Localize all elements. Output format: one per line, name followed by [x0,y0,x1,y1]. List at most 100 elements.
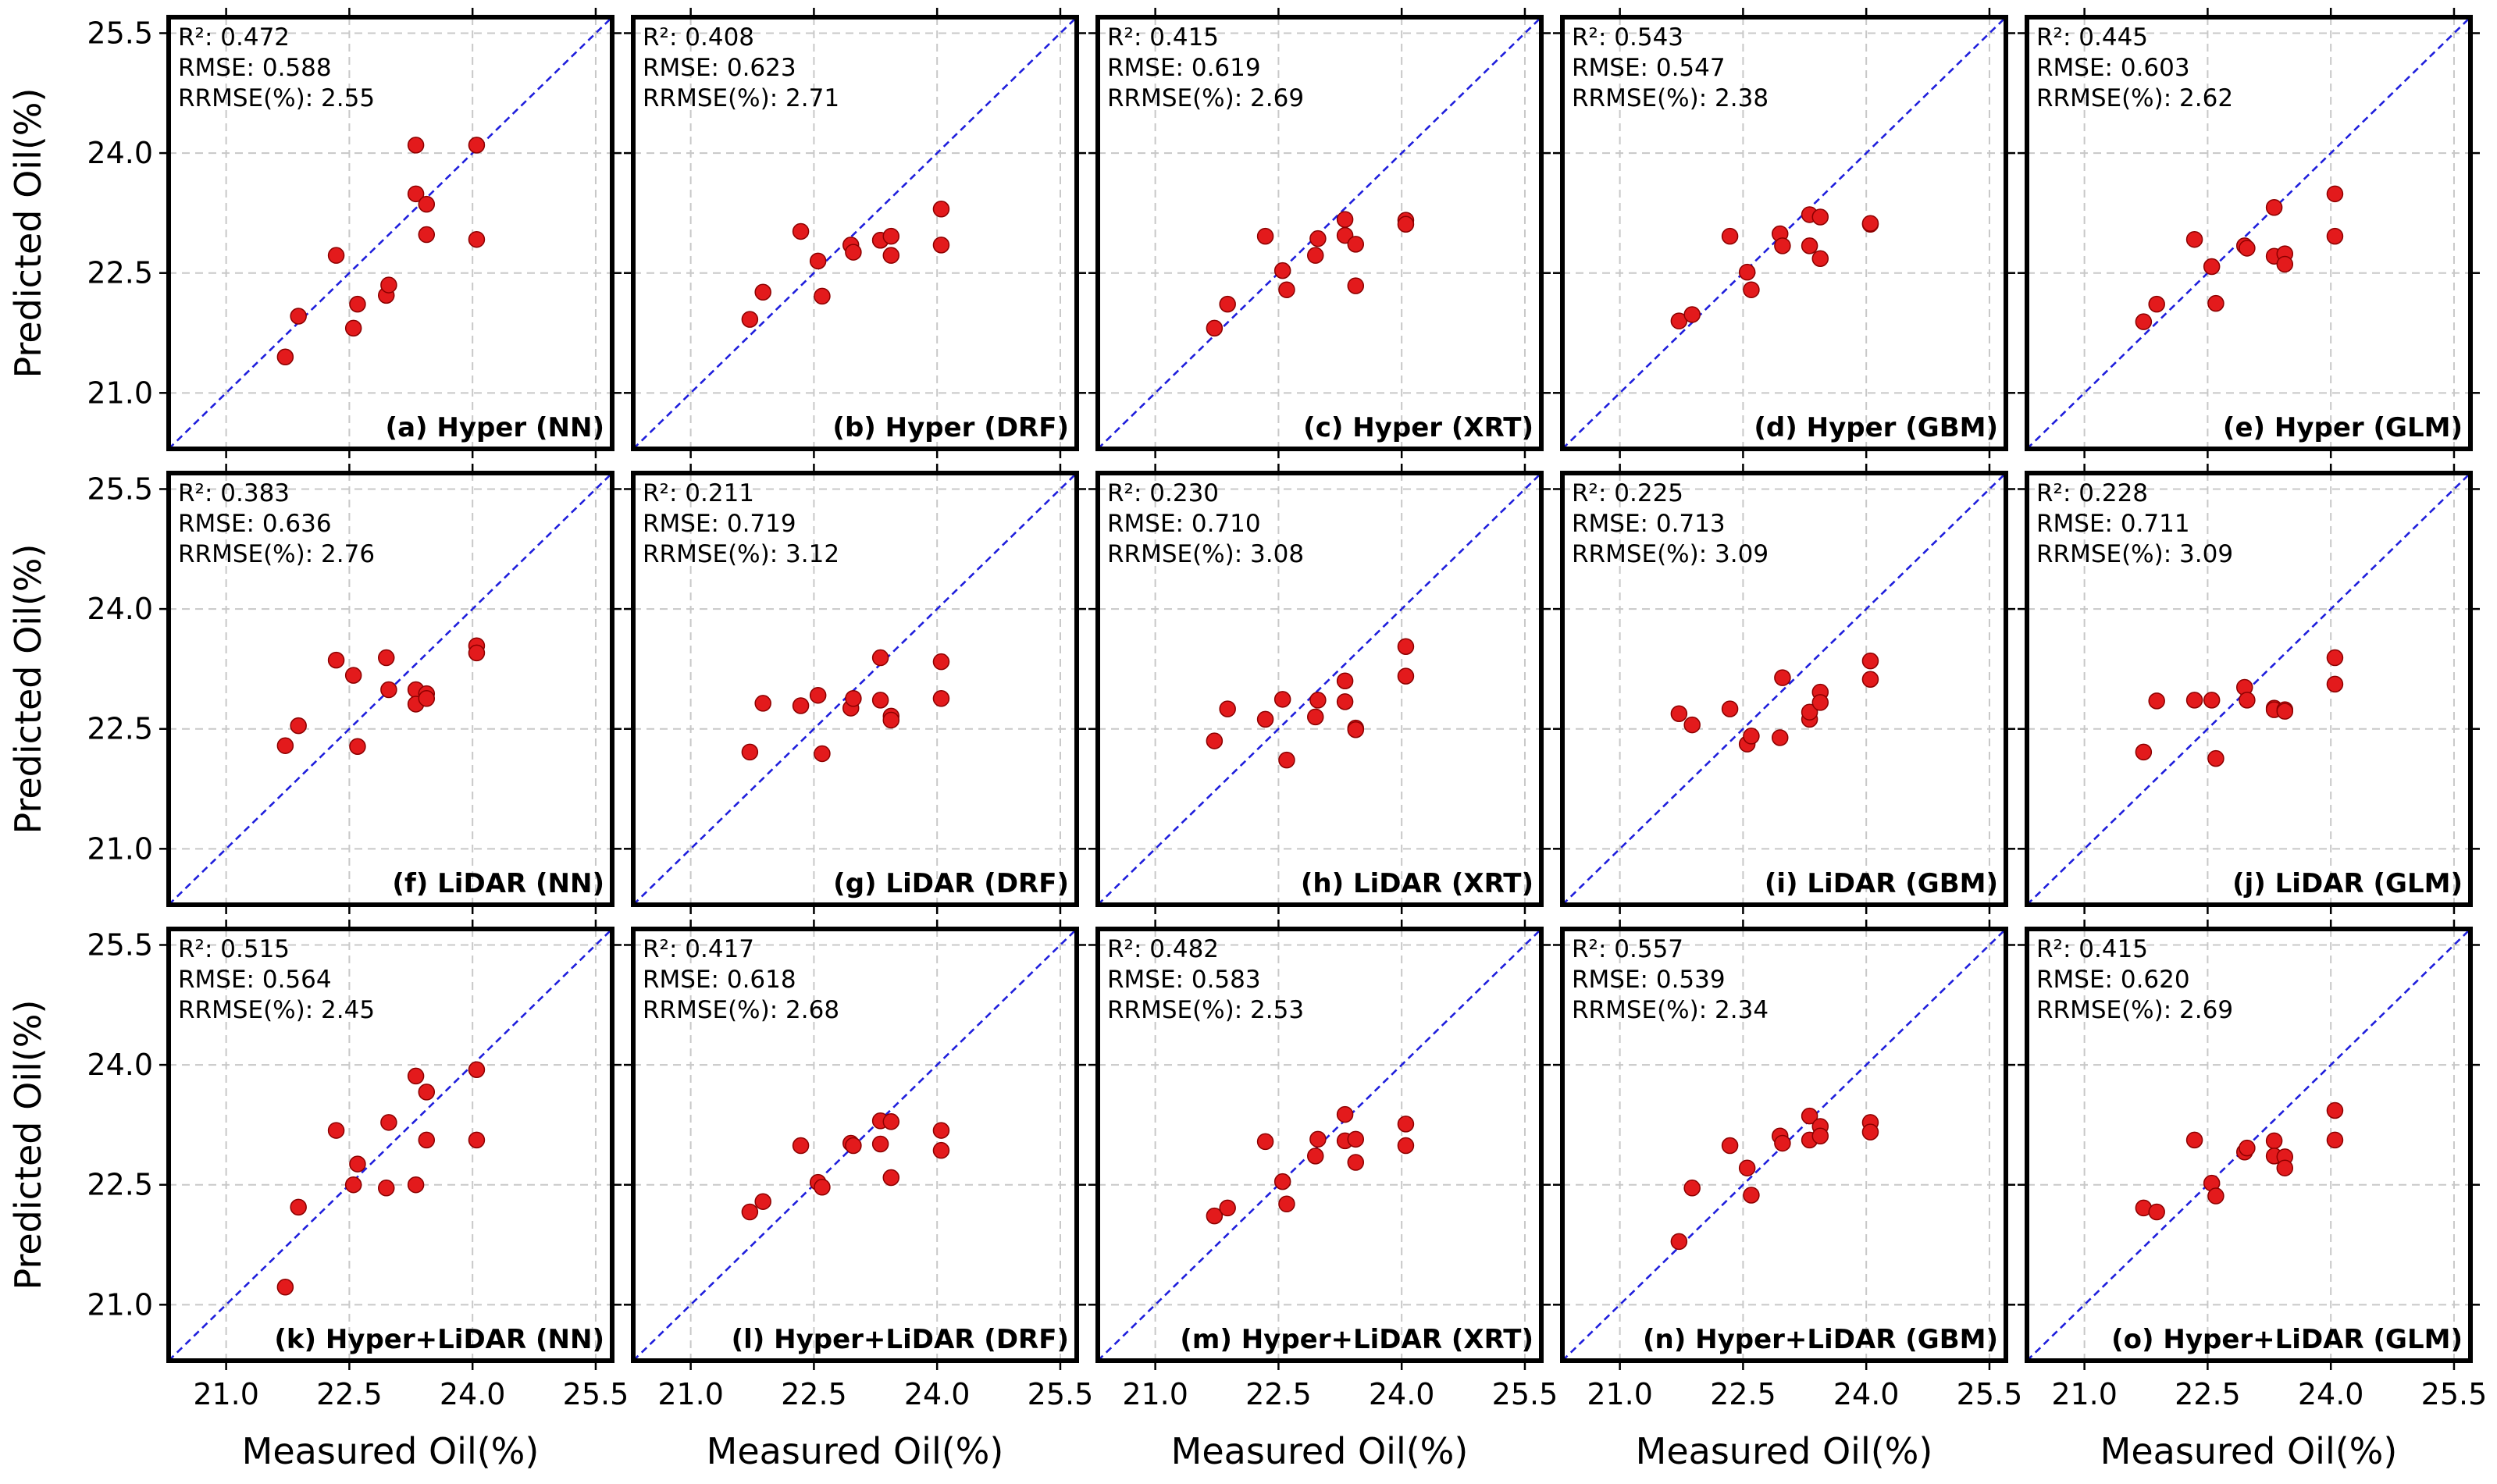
x-tick-label: 21.0 [2051,1377,2118,1411]
stats-line: RRMSE(%): 2.62 [2036,84,2233,112]
x-tick-label: 22.5 [2175,1377,2241,1411]
data-point [1743,281,1760,298]
data-point [407,1176,425,1194]
panel-frame [166,471,614,907]
data-point [1811,250,1829,268]
data-point [1397,1116,1415,1133]
data-point [1347,721,1365,738]
data-point [809,686,827,704]
data-point [1397,215,1415,233]
panel-title: (b) Hyper (DRF) [832,412,1069,443]
data-point [1743,1187,1760,1204]
data-point [1278,281,1295,298]
stats-line: R²: 0.417 [643,935,754,963]
panel-frame [1560,15,2008,451]
panel-frame [631,471,1079,907]
data-point [741,1203,759,1221]
data-point [1309,1130,1327,1148]
data-point [1861,1123,1879,1141]
panel-frame [1560,471,2008,907]
data-point [1336,1105,1354,1123]
data-point [1273,691,1291,708]
y-tick-label: 21.0 [87,375,153,410]
data-point [809,252,827,270]
data-point [1774,1134,1791,1152]
stats-line: RMSE: 0.547 [1572,54,1726,82]
data-point [2207,749,2225,767]
data-point [814,1179,831,1196]
stats-line: RRMSE(%): 2.38 [1572,84,1769,112]
data-point [2203,692,2221,709]
data-point [871,1135,889,1153]
data-point [2265,198,2283,216]
x-tick-label: 22.5 [1245,1377,1312,1411]
x-tick-label: 21.0 [1587,1377,1653,1411]
panel-title: (g) LiDAR (DRF) [833,868,1069,899]
data-point [2203,258,2221,276]
panel-title: (j) LiDAR (GLM) [2232,868,2463,899]
data-point [792,222,810,240]
data-point [754,283,771,301]
data-point [2326,1101,2344,1119]
data-point [792,697,810,714]
y-axis-label: Predicted Oil(%) [7,1000,49,1290]
stats-line: RMSE: 0.636 [178,510,332,538]
data-point [468,230,486,248]
data-point [2185,1131,2203,1149]
data-point [1683,1180,1701,1197]
x-tick-label: 22.5 [316,1377,383,1411]
data-point [407,1067,425,1085]
data-point [1721,700,1739,717]
stats-line: R²: 0.445 [2036,23,2148,52]
identity-line [1562,473,2006,905]
data-point [1306,708,1324,726]
data-point [1306,247,1324,264]
data-point [1771,729,1789,746]
identity-line [1098,473,1541,905]
data-point [1811,1127,1829,1144]
stats-line: RRMSE(%): 2.45 [178,996,375,1024]
data-point [1273,262,1291,279]
x-tick-label: 25.5 [1028,1377,1094,1411]
data-point [1206,319,1224,337]
y-tick-label: 25.5 [87,927,153,962]
data-point [1738,1159,1756,1176]
panel-title: (n) Hyper+LiDAR (GBM) [1643,1324,1998,1355]
x-tick-label: 21.0 [193,1377,259,1411]
data-point [2326,227,2344,245]
data-point [2326,185,2344,203]
stats-line: RRMSE(%): 3.09 [2036,540,2233,568]
stats-line: RMSE: 0.564 [178,966,332,994]
data-point [1861,215,1879,232]
data-point [418,690,436,707]
panel-frame [1095,927,1544,1363]
data-point [814,287,831,305]
data-point [377,649,395,667]
data-point [1670,705,1688,722]
identity-line [2027,17,2470,449]
stats-line: R²: 0.383 [178,479,290,507]
identity-line [633,17,1077,449]
y-tick-label: 25.5 [87,16,153,50]
data-point [276,737,294,754]
panel-title: (e) Hyper (GLM) [2223,412,2463,443]
y-tick-label: 25.5 [87,472,153,506]
stats-line: RRMSE(%): 2.55 [178,84,375,112]
panel-title: (o) Hyper+LiDAR (GLM) [2111,1324,2463,1355]
stats-line: R²: 0.515 [178,935,290,963]
panel-frame [166,15,614,451]
data-point [792,1137,810,1155]
stats-line: RRMSE(%): 2.71 [643,84,839,112]
data-point [754,695,771,712]
stats-line: RMSE: 0.710 [1107,510,1261,538]
data-point [2148,692,2165,710]
data-point [407,185,425,203]
x-axis-label: Measured Oil(%) [1171,1430,1469,1472]
data-point [1743,728,1760,745]
data-point [932,1141,950,1159]
